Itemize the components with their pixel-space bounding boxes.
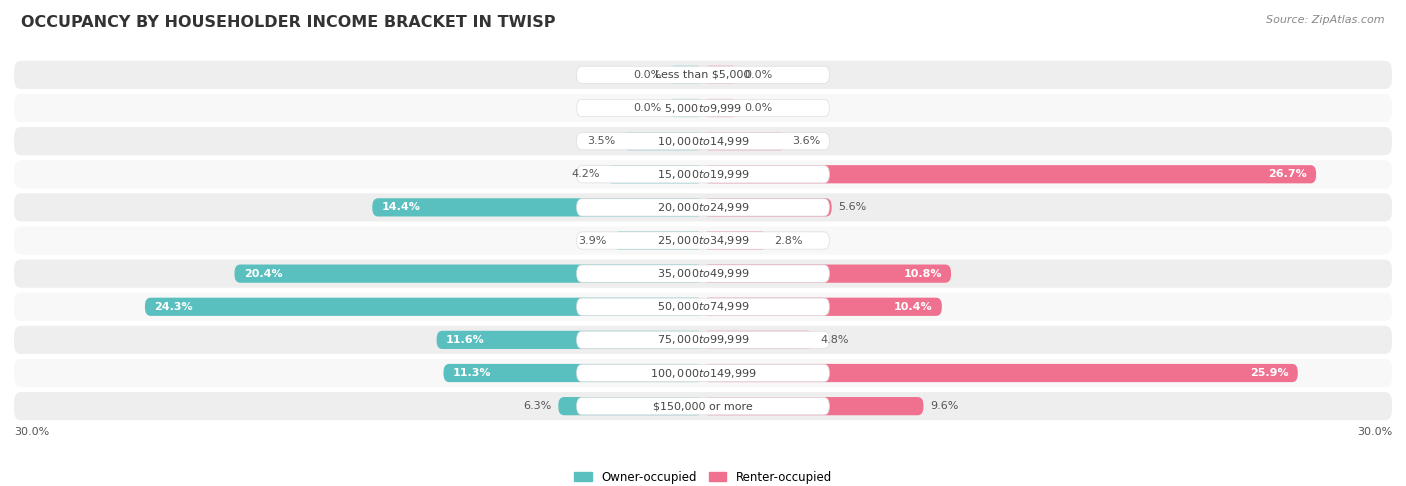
- Text: $10,000 to $14,999: $10,000 to $14,999: [657, 135, 749, 148]
- FancyBboxPatch shape: [576, 66, 830, 84]
- FancyBboxPatch shape: [14, 160, 1392, 189]
- Text: Source: ZipAtlas.com: Source: ZipAtlas.com: [1267, 15, 1385, 25]
- FancyBboxPatch shape: [623, 132, 703, 150]
- Text: 0.0%: 0.0%: [634, 103, 662, 113]
- FancyBboxPatch shape: [576, 265, 830, 282]
- Text: $50,000 to $74,999: $50,000 to $74,999: [657, 300, 749, 313]
- FancyBboxPatch shape: [703, 331, 813, 349]
- FancyBboxPatch shape: [576, 199, 830, 216]
- FancyBboxPatch shape: [606, 165, 703, 183]
- Text: 30.0%: 30.0%: [1357, 427, 1392, 437]
- Text: 0.0%: 0.0%: [744, 70, 772, 80]
- FancyBboxPatch shape: [576, 398, 830, 415]
- FancyBboxPatch shape: [703, 66, 738, 84]
- FancyBboxPatch shape: [703, 99, 738, 117]
- FancyBboxPatch shape: [14, 359, 1392, 387]
- Text: 30.0%: 30.0%: [14, 427, 49, 437]
- Text: 3.9%: 3.9%: [578, 236, 606, 245]
- FancyBboxPatch shape: [703, 364, 1298, 382]
- FancyBboxPatch shape: [14, 392, 1392, 420]
- FancyBboxPatch shape: [558, 397, 703, 415]
- FancyBboxPatch shape: [576, 99, 830, 117]
- FancyBboxPatch shape: [235, 264, 703, 283]
- FancyBboxPatch shape: [14, 293, 1392, 321]
- Text: $150,000 or more: $150,000 or more: [654, 401, 752, 411]
- Text: 3.5%: 3.5%: [588, 136, 616, 146]
- FancyBboxPatch shape: [14, 326, 1392, 354]
- FancyBboxPatch shape: [14, 260, 1392, 288]
- Text: 9.6%: 9.6%: [931, 401, 959, 411]
- FancyBboxPatch shape: [669, 66, 703, 84]
- FancyBboxPatch shape: [576, 298, 830, 315]
- Text: 5.6%: 5.6%: [838, 202, 866, 212]
- FancyBboxPatch shape: [576, 133, 830, 150]
- Text: 0.0%: 0.0%: [634, 70, 662, 80]
- FancyBboxPatch shape: [373, 198, 703, 216]
- Text: 3.6%: 3.6%: [793, 136, 821, 146]
- FancyBboxPatch shape: [443, 364, 703, 382]
- Text: 11.6%: 11.6%: [446, 335, 485, 345]
- Text: 2.8%: 2.8%: [775, 236, 803, 245]
- FancyBboxPatch shape: [669, 99, 703, 117]
- FancyBboxPatch shape: [145, 297, 703, 316]
- FancyBboxPatch shape: [14, 94, 1392, 122]
- FancyBboxPatch shape: [14, 226, 1392, 255]
- FancyBboxPatch shape: [703, 397, 924, 415]
- FancyBboxPatch shape: [14, 193, 1392, 222]
- Text: $15,000 to $19,999: $15,000 to $19,999: [657, 168, 749, 181]
- Text: $35,000 to $49,999: $35,000 to $49,999: [657, 267, 749, 280]
- Text: $100,000 to $149,999: $100,000 to $149,999: [650, 366, 756, 380]
- Text: 10.8%: 10.8%: [903, 269, 942, 278]
- FancyBboxPatch shape: [703, 132, 786, 150]
- FancyBboxPatch shape: [14, 127, 1392, 155]
- FancyBboxPatch shape: [703, 231, 768, 250]
- Text: 20.4%: 20.4%: [243, 269, 283, 278]
- FancyBboxPatch shape: [703, 264, 950, 283]
- Text: $75,000 to $99,999: $75,000 to $99,999: [657, 333, 749, 347]
- Text: $20,000 to $24,999: $20,000 to $24,999: [657, 201, 749, 214]
- Text: 0.0%: 0.0%: [744, 103, 772, 113]
- FancyBboxPatch shape: [703, 297, 942, 316]
- FancyBboxPatch shape: [703, 165, 1316, 183]
- Text: 24.3%: 24.3%: [155, 302, 193, 312]
- FancyBboxPatch shape: [437, 331, 703, 349]
- FancyBboxPatch shape: [576, 364, 830, 382]
- Text: $5,000 to $9,999: $5,000 to $9,999: [664, 102, 742, 115]
- Text: 14.4%: 14.4%: [381, 202, 420, 212]
- FancyBboxPatch shape: [613, 231, 703, 250]
- Text: 25.9%: 25.9%: [1250, 368, 1289, 378]
- FancyBboxPatch shape: [576, 331, 830, 348]
- FancyBboxPatch shape: [576, 166, 830, 183]
- Text: 4.2%: 4.2%: [571, 169, 599, 179]
- Text: 26.7%: 26.7%: [1268, 169, 1308, 179]
- Text: 11.3%: 11.3%: [453, 368, 491, 378]
- Legend: Owner-occupied, Renter-occupied: Owner-occupied, Renter-occupied: [569, 466, 837, 486]
- FancyBboxPatch shape: [703, 198, 831, 216]
- Text: $25,000 to $34,999: $25,000 to $34,999: [657, 234, 749, 247]
- Text: 4.8%: 4.8%: [820, 335, 849, 345]
- Text: 6.3%: 6.3%: [523, 401, 551, 411]
- Text: OCCUPANCY BY HOUSEHOLDER INCOME BRACKET IN TWISP: OCCUPANCY BY HOUSEHOLDER INCOME BRACKET …: [21, 15, 555, 30]
- FancyBboxPatch shape: [576, 232, 830, 249]
- Text: 10.4%: 10.4%: [894, 302, 932, 312]
- Text: Less than $5,000: Less than $5,000: [655, 70, 751, 80]
- FancyBboxPatch shape: [14, 61, 1392, 89]
